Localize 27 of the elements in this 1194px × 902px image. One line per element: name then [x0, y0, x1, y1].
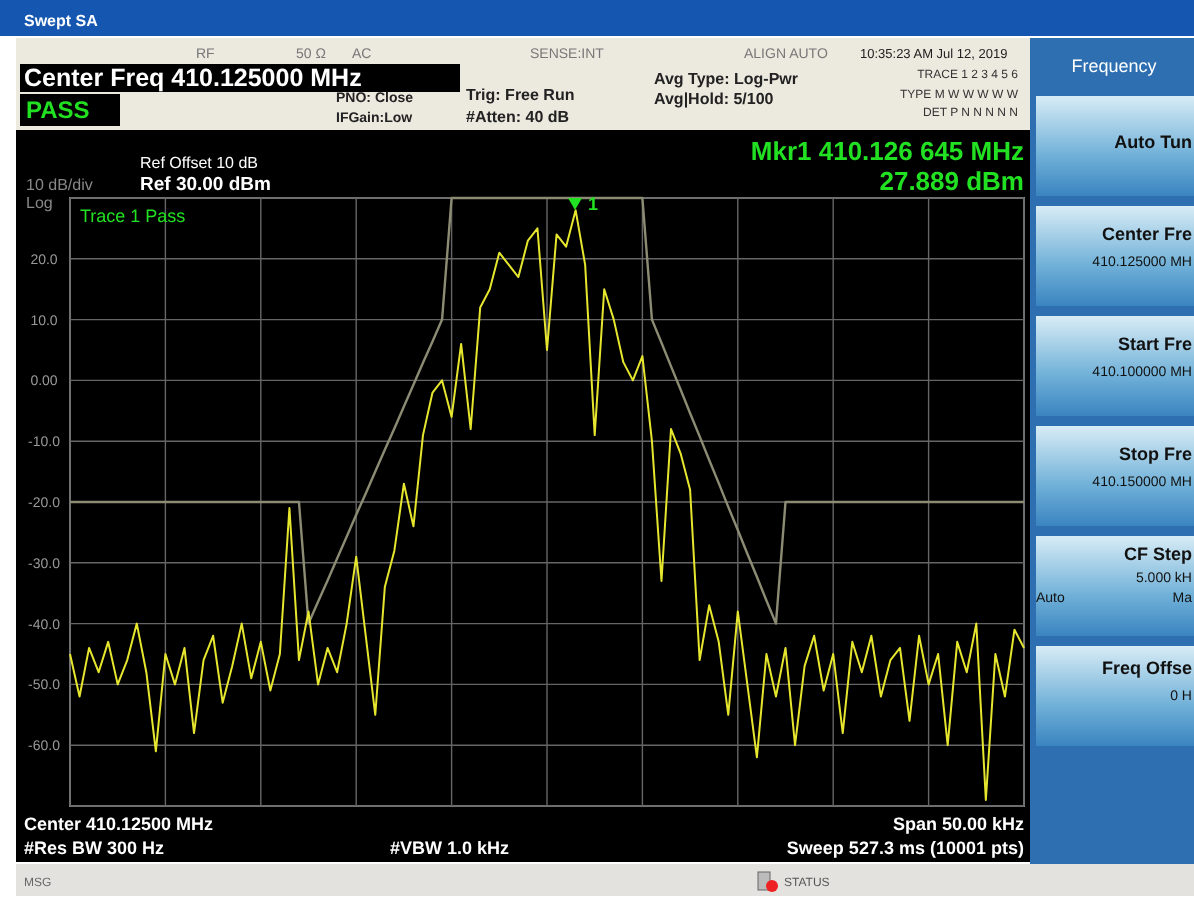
annotation: Trace 1 Pass: [80, 206, 187, 226]
text: Ref 30.00 dBm: [140, 174, 271, 196]
text: Center Fre: [1101, 224, 1192, 244]
annotation: 1: [588, 194, 599, 214]
text: Trig: Free Run: [466, 86, 575, 104]
text: Center Freq 410.125000 MHz: [24, 64, 362, 92]
text: 27.889 dBm: [879, 166, 1024, 196]
text: CF Step: [1123, 544, 1193, 564]
text: Span 50.00 kHz: [892, 814, 1025, 834]
text: Avg|Hold: 5/100: [654, 90, 775, 108]
text: Start Fre: [1117, 334, 1192, 354]
text: Avg Type: Log-Pwr: [654, 70, 798, 88]
text: Ref Offset 10 dB: [140, 154, 258, 172]
text: Mkr1 410.126 645 MHz: [750, 136, 1025, 166]
text: Log: [26, 194, 53, 212]
chart-title: Swept SA: [24, 12, 99, 30]
text: #VBW 1.0 kHz: [390, 838, 511, 858]
text: Sweep 527.3 ms (10001 pts): [786, 838, 1024, 858]
text: 10 dB/div: [26, 176, 93, 194]
text: Auto Tun: [1114, 132, 1192, 152]
text: Center 410.12500 MHz: [24, 814, 215, 834]
text: Frequency: [1071, 56, 1158, 76]
text: #Res BW 300 Hz: [24, 838, 166, 858]
text: #Atten: 40 dB: [466, 108, 570, 126]
text: Stop Fre: [1118, 444, 1192, 464]
text: Freq Offse: [1101, 658, 1192, 678]
text: PASS: [26, 96, 90, 124]
